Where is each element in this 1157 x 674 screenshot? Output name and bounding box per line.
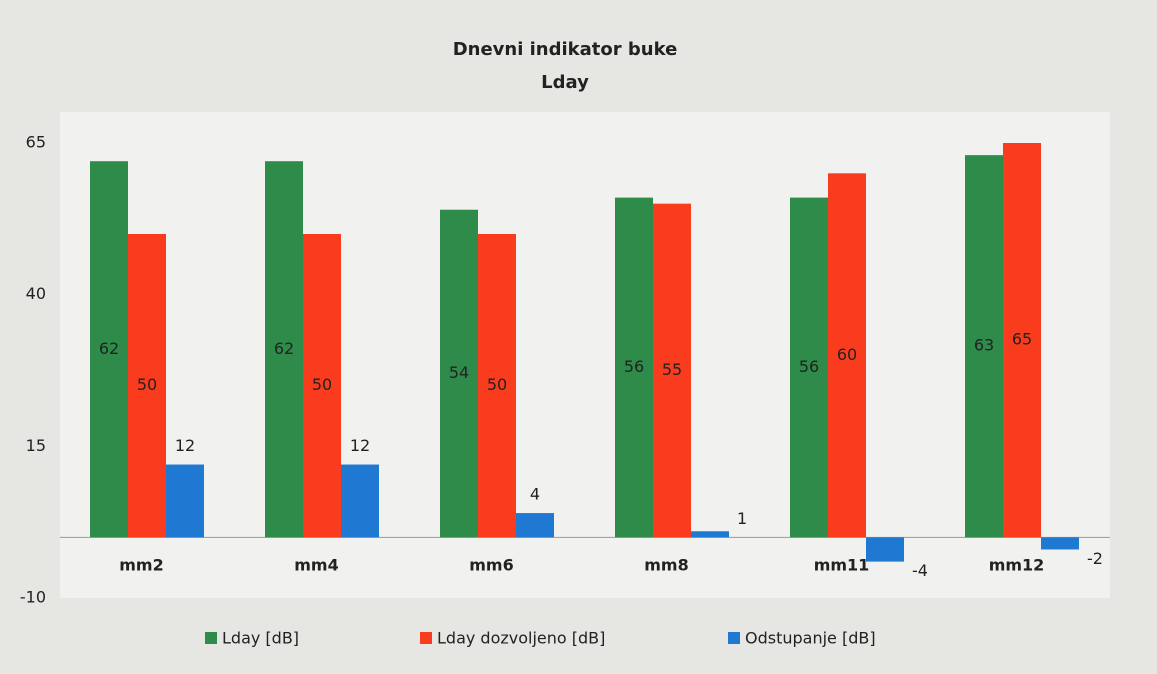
x-tick-label: mm4 [294, 556, 338, 575]
bar [1041, 537, 1079, 550]
bar [691, 531, 729, 538]
data-label: 1 [737, 509, 747, 528]
bar [341, 464, 379, 538]
data-label: 63 [974, 336, 994, 355]
data-label: 12 [175, 436, 195, 455]
bar [653, 203, 691, 538]
data-label: -4 [912, 561, 928, 580]
data-label: 54 [449, 363, 469, 382]
y-tick-label: 15 [26, 436, 46, 455]
legend-label: Lday dozvoljeno [dB] [437, 629, 605, 648]
data-label: 62 [99, 339, 119, 358]
bar [1003, 143, 1041, 538]
chart-subtitle: Lday [541, 72, 589, 93]
bar [866, 537, 904, 562]
legend-label: Odstupanje [dB] [745, 629, 876, 648]
data-label: 4 [530, 485, 540, 504]
x-tick-label: mm6 [469, 556, 513, 575]
legend-swatch [205, 632, 217, 644]
data-label: 65 [1012, 330, 1032, 349]
bar [478, 234, 516, 538]
chart-title: Dnevni indikator buke [453, 39, 678, 60]
x-tick-label: mm11 [814, 556, 870, 575]
data-label: 12 [350, 436, 370, 455]
data-label: 50 [487, 375, 507, 394]
legend-swatch [420, 632, 432, 644]
plot-area [60, 112, 1110, 598]
data-label: 50 [312, 375, 332, 394]
data-label: -2 [1087, 549, 1103, 568]
data-label: 62 [274, 339, 294, 358]
bar [265, 161, 303, 538]
x-tick-label: mm2 [119, 556, 163, 575]
y-tick-label: 40 [26, 284, 46, 303]
bar [790, 197, 828, 538]
y-tick-label: 65 [26, 133, 46, 152]
bar [615, 197, 653, 538]
y-tick-label: -10 [20, 588, 46, 607]
bar [303, 234, 341, 538]
data-label: 55 [662, 360, 682, 379]
legend-swatch [728, 632, 740, 644]
x-tick-label: mm8 [644, 556, 688, 575]
data-label: 56 [624, 357, 644, 376]
legend-label: Lday [dB] [222, 629, 299, 648]
bar [166, 464, 204, 538]
bar [965, 155, 1003, 538]
bar [440, 209, 478, 538]
data-label: 50 [137, 375, 157, 394]
bar [90, 161, 128, 538]
bar [828, 173, 866, 538]
bar [128, 234, 166, 538]
data-label: 56 [799, 357, 819, 376]
x-tick-label: mm12 [989, 556, 1045, 575]
data-label: 60 [837, 345, 857, 364]
bar [516, 513, 554, 538]
